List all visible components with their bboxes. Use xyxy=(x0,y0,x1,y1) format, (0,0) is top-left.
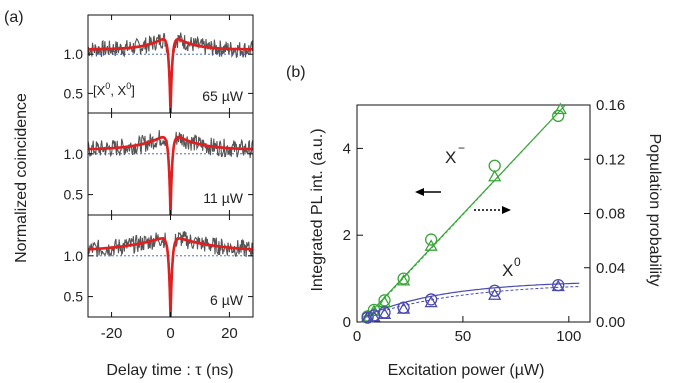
subpanel-3-power-label: 6 µW xyxy=(210,292,244,308)
series-1-point xyxy=(488,169,502,182)
series-3-point xyxy=(377,307,392,319)
panel-a-ylabel: Normalized coincidence xyxy=(13,93,30,263)
x0-fit-dashed xyxy=(363,286,580,318)
annotation-superscript: 0 xyxy=(105,81,110,91)
xminus-label: X xyxy=(445,148,456,167)
y-tick-right-label: 0.00 xyxy=(596,314,625,331)
x-tick-label: 50 xyxy=(455,328,472,345)
series-1-point xyxy=(424,239,438,251)
series-2-point xyxy=(488,284,501,297)
annotation-text: ] xyxy=(131,83,135,98)
y-tick-right-label: 0.04 xyxy=(596,260,625,277)
y-tick-label: 4 xyxy=(343,140,351,157)
xminus-label-sup: − xyxy=(458,141,465,155)
series-3-point xyxy=(488,288,502,300)
series-0-point xyxy=(378,294,391,307)
series-1-point xyxy=(396,273,411,286)
x-tick-label: 0 xyxy=(166,325,174,342)
y-tick-label: 0.5 xyxy=(64,85,84,101)
y-tick-right-label: 0.16 xyxy=(596,97,625,114)
series-2-point xyxy=(424,293,438,306)
series-1-point xyxy=(553,102,567,115)
panel-b-ylabel-right-text: Population probability xyxy=(646,134,663,287)
x-tick-label: 0 xyxy=(353,328,361,345)
series-3-point xyxy=(367,309,381,322)
panel-label-b: (b) xyxy=(286,64,306,81)
series-3-point xyxy=(551,279,565,292)
series-0-point xyxy=(552,109,565,122)
series-0-point xyxy=(488,159,501,172)
series-3-point xyxy=(424,295,438,308)
y-tick-label: 1.0 xyxy=(64,46,84,62)
y-tick-label: 1.0 xyxy=(64,248,84,264)
series-3-point xyxy=(396,302,411,314)
series-0-point xyxy=(397,272,410,285)
x0-label-sup: 0 xyxy=(514,255,521,269)
panel-label-a: (a) xyxy=(4,9,24,26)
panel-b-ylabel-right: Population probability xyxy=(646,134,663,287)
right-axis-arrow-head xyxy=(502,206,511,214)
y-tick-label: 0.5 xyxy=(64,289,84,305)
annotation-superscript: 0 xyxy=(126,81,131,91)
panel-b-xlabel: Excitation power (µW) xyxy=(388,362,545,379)
series-0-point xyxy=(424,233,438,246)
x-tick-label: 20 xyxy=(221,325,238,342)
x-tick-label: 100 xyxy=(556,328,581,345)
y-tick-right-label: 0.08 xyxy=(596,206,625,223)
panel-a-ylabel-text: Normalized coincidence xyxy=(13,93,30,263)
subpanel-1-power-label: 65 µW xyxy=(202,88,244,104)
pair-annotation: [X0, X0] xyxy=(93,81,135,98)
panel-a-xlabel: Delay time : τ (ns) xyxy=(106,362,233,379)
y-tick-label: 1.0 xyxy=(64,146,84,162)
y-tick-label: 2 xyxy=(343,227,351,244)
y-tick-right-label: 0.12 xyxy=(596,151,625,168)
y-tick-label: 0 xyxy=(343,314,351,331)
panel-a: 0.5 1.0 65 µW 0.5 1.0 11 µW 0.5 1.0 6 µW -20 0 20 [X… xyxy=(64,14,254,342)
xminus-fit-dashed xyxy=(362,105,565,322)
subpanel-2-power-label: 11 µW xyxy=(203,190,243,206)
x0-label: X xyxy=(502,261,513,280)
left-axis-arrow-head xyxy=(415,188,424,196)
annotation-text: , X xyxy=(110,83,126,98)
panel-b-ylabel: Integrated PL int. (a.u.) xyxy=(309,128,326,291)
panel-b-ylabel-text: Integrated PL int. (a.u.) xyxy=(309,128,326,291)
y-tick-label: 0.5 xyxy=(64,187,84,203)
annotation-text: [X xyxy=(93,83,106,98)
x-tick-label: -20 xyxy=(101,325,123,342)
